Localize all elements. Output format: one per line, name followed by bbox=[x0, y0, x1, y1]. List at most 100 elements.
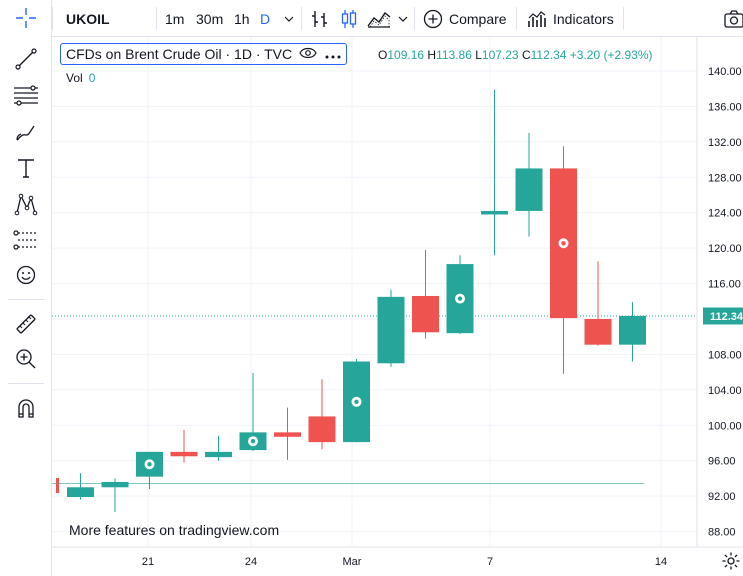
more-options-icon[interactable] bbox=[325, 46, 341, 62]
price-tick-label: 140.00 bbox=[708, 66, 742, 78]
price-tick-label: 92.00 bbox=[708, 491, 736, 503]
event-marker-dot bbox=[147, 462, 152, 467]
price-tick-label: 100.00 bbox=[708, 420, 742, 432]
fib-retracement-icon[interactable] bbox=[13, 83, 39, 109]
text-tool-icon[interactable] bbox=[13, 155, 39, 181]
interval-1h[interactable]: 1h bbox=[234, 10, 250, 27]
last-price-label: 112.34 bbox=[703, 307, 743, 325]
price-axis[interactable]: 140.00 136.00 132.00 128.00 124.00 120.00 116.… bbox=[708, 66, 742, 539]
price-tick-label: 120.00 bbox=[708, 243, 742, 255]
bars-chart-type-icon[interactable] bbox=[311, 0, 329, 37]
candle-body bbox=[377, 296, 405, 364]
tradingview-watermark[interactable]: More features on tradingview.com bbox=[69, 522, 280, 538]
candle bbox=[343, 358, 370, 443]
candle bbox=[308, 379, 336, 450]
compare-label: Compare bbox=[449, 10, 507, 27]
interval-chevron-down-icon[interactable] bbox=[284, 0, 294, 37]
price-tick-label: 128.00 bbox=[708, 172, 742, 184]
candle bbox=[481, 89, 508, 256]
zoom-in-icon[interactable] bbox=[13, 346, 39, 372]
volume-value: 0 bbox=[88, 71, 96, 85]
magnet-icon[interactable] bbox=[13, 396, 39, 422]
candle-body bbox=[308, 416, 336, 443]
candle bbox=[205, 435, 232, 461]
emoji-icon[interactable] bbox=[13, 262, 39, 288]
candle bbox=[67, 473, 94, 500]
candles-chart-type-icon[interactable] bbox=[340, 0, 358, 37]
candle-body bbox=[205, 451, 232, 458]
trend-line-icon[interactable] bbox=[13, 46, 39, 72]
candle bbox=[136, 451, 163, 490]
volume-series bbox=[52, 478, 644, 493]
volume-label: Vol bbox=[66, 71, 83, 85]
candle-body bbox=[101, 481, 129, 488]
symbol-legend[interactable]: CFDs on Brent Crude Oil · 1D · TVC bbox=[60, 43, 348, 65]
time-tick-label: Mar bbox=[343, 556, 362, 568]
eye-icon[interactable] bbox=[299, 46, 317, 62]
candle bbox=[101, 478, 129, 513]
compare-button[interactable]: Compare bbox=[423, 0, 507, 37]
event-marker-dot bbox=[250, 439, 256, 444]
time-tick-label: 24 bbox=[245, 556, 257, 568]
crosshair-icon[interactable] bbox=[13, 5, 39, 31]
change-value: +3.20 (+2.93%) bbox=[569, 48, 653, 62]
candle-body bbox=[584, 318, 612, 345]
price-tick-label: 96.00 bbox=[708, 456, 736, 468]
indicators-button[interactable]: Indicators bbox=[527, 0, 614, 37]
time-tick-label: 14 bbox=[655, 556, 667, 568]
candle bbox=[446, 255, 474, 335]
candle-body bbox=[412, 295, 439, 333]
time-tick-label: 21 bbox=[142, 556, 154, 568]
high-label: H bbox=[427, 48, 437, 62]
drawing-toolbar bbox=[0, 0, 52, 576]
candle bbox=[515, 132, 543, 237]
event-marker-dot bbox=[457, 296, 463, 301]
legend-title: CFDs on Brent Crude Oil · 1D · TVC bbox=[66, 46, 293, 62]
high-value: 113.86 bbox=[436, 48, 472, 62]
price-tick-label: 116.00 bbox=[708, 279, 741, 291]
indicators-icon bbox=[528, 10, 546, 27]
indicators-label: Indicators bbox=[553, 10, 614, 27]
candles-group bbox=[67, 89, 646, 513]
close-value: 112.34 bbox=[530, 48, 567, 62]
settings-gear-icon[interactable] bbox=[721, 551, 741, 571]
candle-body bbox=[170, 451, 198, 457]
last-price-text: 112.34 bbox=[710, 311, 743, 323]
event-marker-dot bbox=[354, 399, 359, 405]
event-marker-dot bbox=[561, 241, 566, 246]
open-label: O bbox=[378, 48, 388, 62]
candle bbox=[274, 407, 301, 460]
pattern-tool-icon[interactable] bbox=[13, 191, 39, 217]
brush-icon[interactable] bbox=[13, 119, 39, 145]
candle bbox=[239, 373, 267, 451]
candle bbox=[377, 289, 405, 367]
candle bbox=[170, 429, 198, 463]
open-value: 109.16 bbox=[387, 48, 425, 62]
prediction-tool-icon[interactable] bbox=[13, 227, 39, 253]
close-label: C bbox=[521, 48, 531, 62]
price-tick-label: 104.00 bbox=[708, 385, 742, 397]
candle bbox=[550, 146, 577, 374]
area-chart-type-icon[interactable] bbox=[367, 0, 391, 37]
chart-type-chevron-down-icon[interactable] bbox=[398, 0, 408, 37]
price-tick-label: 132.00 bbox=[708, 137, 742, 149]
top-toolbar: UKOIL 1m 30m 1h D Compare Indicators bbox=[0, 0, 743, 37]
interval-1m[interactable]: 1m bbox=[165, 10, 185, 27]
candle bbox=[584, 261, 612, 346]
price-tick-label: 124.00 bbox=[708, 208, 742, 220]
low-label: L bbox=[475, 48, 482, 62]
candle bbox=[412, 249, 439, 339]
candle-body bbox=[274, 432, 301, 437]
price-tick-label: 88.00 bbox=[708, 527, 736, 539]
volume-legend[interactable]: Vol 0 bbox=[66, 71, 95, 85]
symbol-search[interactable]: UKOIL bbox=[66, 10, 110, 27]
camera-icon[interactable] bbox=[724, 0, 743, 37]
price-tick-label: 108.00 bbox=[708, 349, 742, 361]
interval-30m[interactable]: 30m bbox=[196, 10, 224, 27]
interval-1d[interactable]: D bbox=[260, 10, 271, 27]
time-axis[interactable]: 21 24 Mar 7 14 bbox=[142, 556, 667, 568]
candle bbox=[619, 302, 646, 362]
candle-body bbox=[67, 487, 94, 498]
ruler-icon[interactable] bbox=[13, 311, 39, 337]
